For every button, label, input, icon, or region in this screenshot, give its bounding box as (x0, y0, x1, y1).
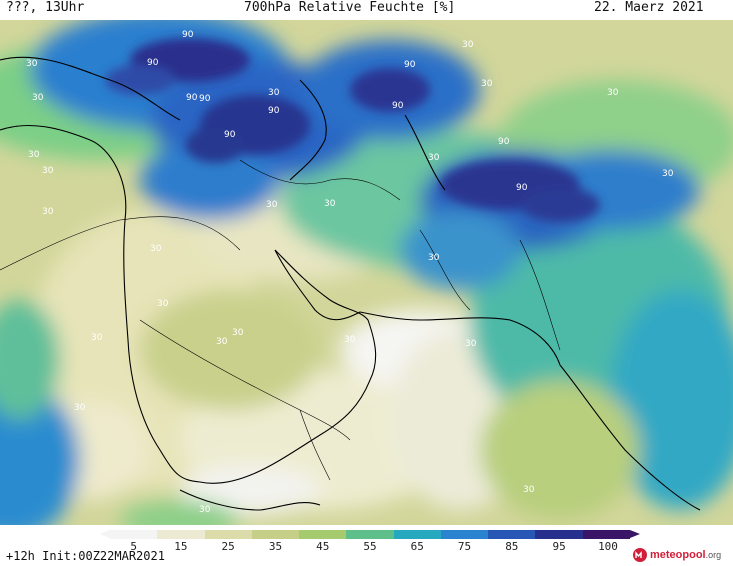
legend-swatch (110, 530, 158, 539)
contour-label: 30 (344, 335, 356, 345)
contour-label: 30 (428, 253, 440, 263)
legend-tick-label: 45 (316, 540, 330, 553)
legend-swatch (204, 530, 253, 539)
color-legend-bar (100, 530, 640, 539)
contour-label: 90 (516, 183, 528, 193)
contour-label: 30 (523, 485, 535, 495)
coastlines (0, 56, 701, 511)
meteopool-logo[interactable]: meteopool .org (632, 546, 721, 564)
contour-label: 30 (42, 166, 54, 176)
legend-swatch (393, 530, 442, 539)
legend-swatch (440, 530, 489, 539)
humidity-peaks (105, 38, 600, 223)
contour-label: 30 (74, 403, 86, 413)
contour-label: 30 (199, 505, 211, 515)
map-canvas: 90 90 90 90 90 90 90 90 90 90 30 30 30 3… (0, 20, 733, 525)
contour-label: 30 (662, 169, 674, 179)
contour-label: 90 (392, 101, 404, 111)
contour-label: 90 (147, 58, 159, 68)
brand-name: meteopool (650, 549, 706, 561)
contour-label: 90 (199, 94, 211, 104)
legend-arrow-left (100, 530, 110, 538)
legend-tick-label: 25 (221, 540, 235, 553)
legend-swatch (535, 530, 584, 539)
contour-label: 30 (481, 79, 493, 89)
contour-label: 30 (32, 93, 44, 103)
legend-tick-label: 75 (457, 540, 472, 553)
contour-label: 30 (266, 200, 278, 210)
contour-label: 30 (150, 244, 162, 254)
contour-label: 30 (157, 299, 169, 309)
legend-swatch (299, 530, 347, 539)
meteopool-icon (633, 548, 647, 562)
contour-label: 30 (91, 333, 103, 343)
contour-label: 90 (186, 93, 198, 103)
init-time-label: +12h Init:00Z22MAR2021 (6, 549, 165, 563)
legend-tick-label: 5 (130, 540, 137, 553)
legend-swatch (251, 530, 300, 539)
legend-tick-label: 100 (598, 540, 618, 553)
contour-label: 90 (268, 106, 280, 116)
legend-swatch (488, 530, 536, 539)
contour-label: 30 (42, 207, 54, 217)
map-date: 22. Maerz 2021 (594, 0, 704, 15)
legend-tick-label: 65 (410, 540, 424, 553)
legend-tick-label: 35 (268, 540, 283, 553)
contour-label: 30 (428, 153, 440, 163)
legend-tick-label: 55 (363, 540, 377, 553)
contour-label: 90 (182, 30, 194, 40)
contour-label: 30 (268, 88, 280, 98)
map-header: ???, 13Uhr 700hPa Relative Feuchte [%] 2… (0, 0, 733, 20)
contour-labels: 90 90 90 90 90 90 90 90 90 90 30 30 30 3… (26, 30, 674, 515)
brand-suffix: .org (705, 550, 722, 560)
contour-label: 30 (607, 88, 619, 98)
humidity-map: 90 90 90 90 90 90 90 90 90 90 30 30 30 3… (0, 20, 733, 525)
contour-label: 30 (232, 328, 244, 338)
legend-swatch (346, 530, 395, 539)
contour-label: 90 (498, 137, 510, 147)
contour-label: 30 (26, 59, 38, 69)
legend-tick-label: 85 (505, 540, 519, 553)
contour-label: 90 (224, 130, 236, 140)
forecast-time-label: ???, 13Uhr (6, 0, 85, 15)
legend-swatch (157, 530, 206, 539)
contour-label: 30 (28, 150, 40, 160)
borders (0, 159, 561, 481)
legend-tick-label: 15 (174, 540, 188, 553)
legend-swatch (582, 530, 631, 539)
map-title: 700hPa Relative Feuchte [%] (244, 0, 456, 15)
contour-label: 30 (465, 339, 477, 349)
contour-label: 30 (216, 337, 228, 347)
contour-label: 90 (404, 60, 416, 70)
legend-tick-label: 95 (552, 540, 566, 553)
legend-arrow (630, 530, 640, 538)
contour-label: 30 (324, 199, 336, 209)
contour-label: 30 (462, 40, 474, 50)
